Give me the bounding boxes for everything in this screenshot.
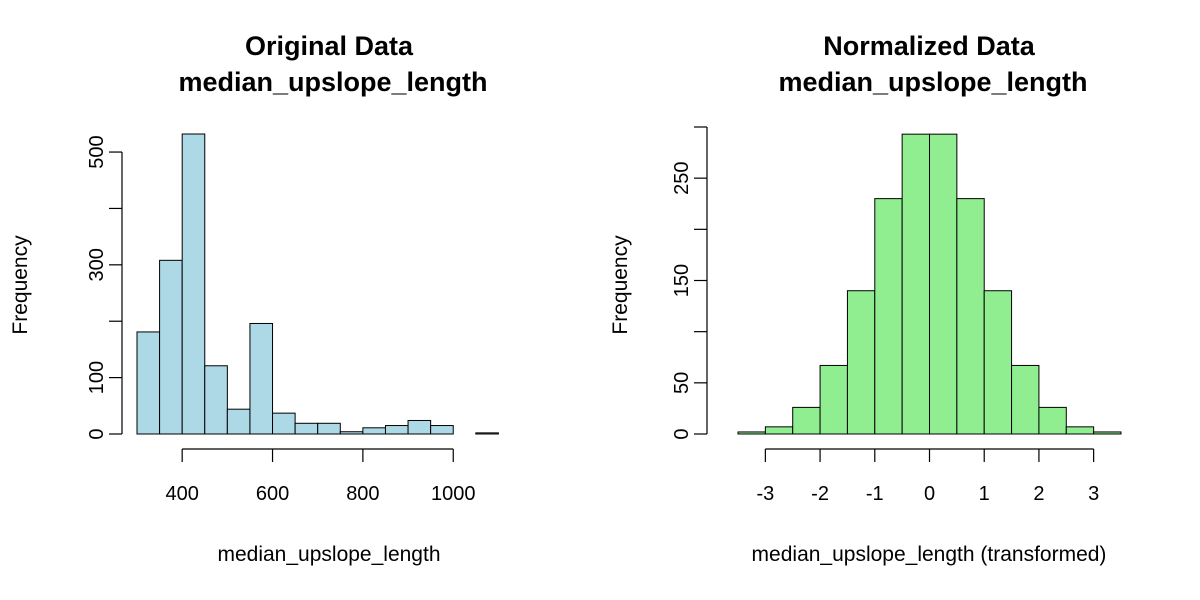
original-bars	[136, 133, 499, 435]
original-bar-1	[159, 259, 183, 435]
normalized-bar-10	[1011, 364, 1040, 435]
original-x-tick-label: 800	[346, 483, 379, 505]
original-bar-0	[136, 331, 161, 435]
normalized-bar-1	[764, 426, 794, 435]
normalized-bar-0	[737, 431, 766, 435]
normalized-data-panel: Normalized Data median_upslope_length -3…	[609, 31, 1122, 566]
original-bar-8	[317, 422, 341, 435]
normalized-bar-3	[819, 364, 848, 435]
normalized-bar-9	[983, 290, 1013, 435]
normalized-y-axis-label: Frequency	[609, 235, 632, 335]
normalized-bar-8	[956, 198, 985, 435]
normalized-title-line2: median_upslope_length	[778, 67, 1087, 97]
original-x-axis-label: median_upslope_length	[217, 543, 440, 566]
normalized-y-tick-label: 0	[671, 428, 693, 439]
normalized-title-line1: Normalized Data	[823, 31, 1036, 61]
original-y-tick-label: 100	[86, 361, 108, 394]
normalized-y-tick-label: 150	[671, 264, 693, 297]
normalized-y-axis: 0 50 150 250	[671, 126, 708, 440]
normalized-bar-7	[929, 133, 958, 435]
original-bar-11	[384, 425, 409, 435]
original-bar-2	[181, 133, 206, 435]
original-x-tick-label: 400	[165, 483, 198, 505]
normalized-x-axis: -3 -2 -1 0 1 2 3	[756, 448, 1099, 505]
normalized-x-tick-label: 0	[924, 483, 935, 505]
original-title-line2: median_upslope_length	[178, 67, 487, 97]
original-bar-13	[430, 425, 454, 435]
normalized-bar-4	[846, 290, 876, 435]
original-x-axis: 400 600 800 1000	[165, 448, 476, 505]
original-bar-9	[339, 431, 364, 435]
original-bar-3	[204, 365, 228, 435]
original-y-tick-label: 300	[86, 248, 108, 281]
original-y-axis-label: Frequency	[9, 235, 32, 335]
normalized-x-tick-label: -1	[866, 483, 884, 505]
normalized-bar-13	[1093, 431, 1122, 435]
normalized-x-axis-label: median_upslope_length (transformed)	[752, 543, 1107, 566]
original-bar-7	[294, 422, 319, 435]
normalized-bar-2	[792, 406, 821, 435]
original-x-tick-label: 600	[256, 483, 289, 505]
original-bar-12	[407, 419, 432, 435]
original-data-panel: Original Data median_upslope_length 400 6…	[9, 31, 499, 566]
original-title-line1: Original Data	[245, 31, 414, 61]
original-x-tick-label: 1000	[431, 483, 476, 505]
normalized-x-tick-label: 2	[1033, 483, 1044, 505]
original-bar-4	[226, 408, 251, 435]
original-bar-10	[362, 427, 386, 435]
original-y-axis: 0 100 300 500	[86, 135, 123, 440]
original-y-tick-label: 0	[86, 428, 108, 439]
normalized-x-tick-label: 1	[979, 483, 990, 505]
normalized-x-tick-label: -2	[811, 483, 829, 505]
original-y-tick-label: 500	[86, 135, 108, 168]
original-bar-5	[249, 322, 274, 435]
normalized-y-tick-label: 50	[671, 372, 693, 394]
normalized-bar-12	[1065, 426, 1095, 435]
normalized-bar-11	[1038, 406, 1067, 435]
original-bar-6	[272, 412, 296, 435]
normalized-y-tick-label: 250	[671, 161, 693, 194]
normalized-x-tick-label: -3	[756, 483, 774, 505]
normalized-bar-5	[874, 198, 903, 435]
original-bar-15	[475, 432, 499, 435]
normalized-bars	[737, 133, 1122, 435]
normalized-x-tick-label: 3	[1088, 483, 1099, 505]
normalized-bar-6	[901, 133, 931, 435]
